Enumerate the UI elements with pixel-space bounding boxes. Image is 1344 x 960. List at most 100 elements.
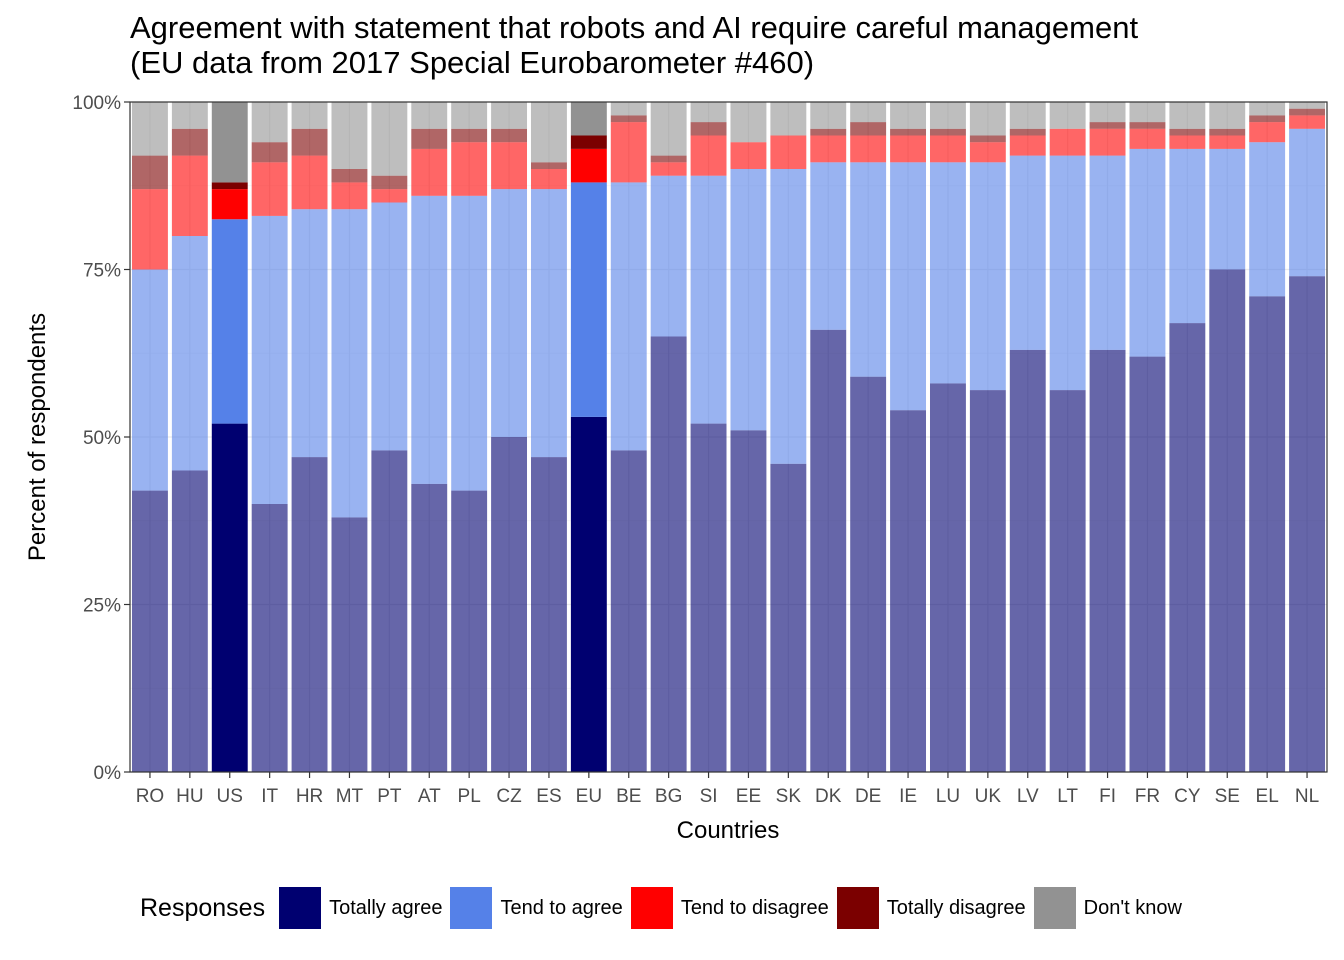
- bar-segment-nl-totally-agree: [1289, 276, 1326, 772]
- bar-segment-pt-tend-to-disagree: [371, 189, 408, 203]
- x-tick-label-lu: LU: [936, 786, 960, 807]
- bar-segment-ee-tend-to-agree: [730, 169, 767, 431]
- legend: Responses Totally agree Tend to agree Te…: [140, 886, 1190, 930]
- bar-segment-hr-totally-agree: [291, 457, 328, 772]
- x-tick-label-uk: UK: [975, 786, 1002, 807]
- bar-segment-it-don-t-know: [251, 102, 288, 143]
- bar-segment-cz-totally-agree: [491, 437, 528, 772]
- bar-segment-pl-don-t-know: [451, 102, 488, 129]
- bar-segment-eu-don-t-know: [570, 102, 607, 136]
- bar-segment-at-tend-to-agree: [411, 195, 448, 484]
- bar-segment-nl-totally-disagree: [1289, 108, 1326, 116]
- chart-plot: 0% 25% 50% 75% 100% RO HU US IT HR MT PT AT PL CZ ES EU B…: [24, 93, 1328, 844]
- bar-segment-ie-don-t-know: [890, 102, 927, 129]
- bar-segment-fr-totally-disagree: [1129, 122, 1166, 129]
- bar-segment-nl-don-t-know: [1289, 102, 1326, 109]
- y-tick-label: 0%: [94, 763, 122, 784]
- bar-segment-lt-don-t-know: [1049, 102, 1086, 129]
- bar-segment-hu-tend-to-disagree: [171, 155, 208, 236]
- axes: 0% 25% 50% 75% 100% RO HU US IT HR MT PT AT PL CZ ES EU B…: [72, 93, 1319, 807]
- bar-segment-lv-tend-to-disagree: [1009, 135, 1046, 156]
- bar-segment-us-totally-agree: [211, 423, 248, 772]
- x-tick-label-pt: PT: [377, 786, 402, 807]
- bar-segment-se-don-t-know: [1209, 102, 1246, 129]
- bar-segment-hu-don-t-know: [171, 102, 208, 129]
- legend-swatch: [1033, 887, 1076, 929]
- x-tick-label-dk: DK: [815, 786, 842, 807]
- bar-segment-eu-tend-to-agree: [570, 182, 607, 417]
- bar-segment-el-totally-disagree: [1249, 115, 1286, 123]
- x-tick-label-eu: EU: [576, 786, 602, 807]
- bar-segment-be-totally-agree: [610, 450, 647, 772]
- bar-segment-lu-tend-to-disagree: [929, 135, 966, 163]
- bar-segment-uk-totally-agree: [969, 390, 1006, 772]
- legend-item-totally-disagree: Totally disagree: [836, 887, 1026, 929]
- bar-segment-cy-totally-disagree: [1169, 128, 1206, 136]
- x-tick-label-bg: BG: [655, 786, 682, 807]
- bar-segment-si-tend-to-agree: [690, 175, 727, 424]
- legend-label: Totally disagree: [886, 896, 1026, 919]
- bar-segment-lu-totally-agree: [929, 383, 966, 772]
- bar-segment-hr-totally-disagree: [291, 128, 328, 156]
- legend-item-tend-to-disagree: Tend to disagree: [630, 887, 829, 929]
- bar-segment-sk-tend-to-disagree: [770, 135, 807, 169]
- bar-segment-pl-tend-to-disagree: [451, 142, 488, 196]
- legend-swatch: [450, 887, 493, 929]
- bar-segment-de-totally-agree: [850, 376, 887, 772]
- legend-swatch: [279, 887, 322, 929]
- legend-label: Totally agree: [329, 896, 443, 919]
- bar-segment-bg-totally-agree: [650, 336, 687, 772]
- y-tick-label: 75%: [83, 261, 121, 282]
- bar-segment-pt-tend-to-agree: [371, 202, 408, 451]
- x-axis-label: Countries: [677, 817, 780, 844]
- bar-segment-us-don-t-know: [211, 102, 248, 183]
- chart-title: Agreement with statement that robots and…: [130, 10, 1139, 80]
- bar-segment-pl-totally-agree: [451, 490, 488, 772]
- bar-segment-it-totally-agree: [251, 504, 288, 772]
- x-tick-label-cy: CY: [1174, 786, 1201, 807]
- bar-segment-it-tend-to-disagree: [251, 162, 288, 216]
- bar-segment-el-tend-to-agree: [1249, 142, 1286, 297]
- bar-segment-cy-tend-to-agree: [1169, 148, 1206, 324]
- bar-segment-hr-don-t-know: [291, 102, 328, 129]
- bar-segment-eu-totally-disagree: [570, 135, 607, 149]
- bar-segment-si-don-t-know: [690, 102, 727, 123]
- x-tick-label-es: ES: [536, 786, 561, 807]
- legend-label: Tend to disagree: [680, 896, 829, 919]
- legend-label: Don't know: [1083, 896, 1182, 919]
- bar-segment-ro-tend-to-agree: [131, 269, 168, 491]
- bar-segment-lu-totally-disagree: [929, 128, 966, 136]
- bar-segment-fi-totally-agree: [1089, 349, 1126, 772]
- x-tick-label-ee: EE: [736, 786, 761, 807]
- bar-segment-pt-totally-disagree: [371, 175, 408, 190]
- bar-segment-uk-don-t-know: [969, 102, 1006, 136]
- x-tick-label-fi: FI: [1099, 786, 1116, 807]
- y-axis-label: Percent of respondents: [24, 313, 51, 561]
- bar-segment-ie-tend-to-disagree: [890, 135, 927, 163]
- bar-segment-uk-totally-disagree: [969, 135, 1006, 143]
- bar-segment-at-don-t-know: [411, 102, 448, 129]
- bar-segment-bg-tend-to-agree: [650, 175, 687, 337]
- bar-segment-cz-don-t-know: [491, 102, 528, 129]
- bar-segment-es-don-t-know: [530, 102, 567, 163]
- legend-swatch: [836, 887, 879, 929]
- legend-item-totally-agree: Totally agree: [279, 887, 442, 929]
- bars: [131, 102, 1326, 772]
- bar-segment-eu-totally-agree: [570, 416, 607, 772]
- legend-label: Tend to agree: [500, 896, 623, 919]
- x-tick-label-si: SI: [700, 786, 718, 807]
- bar-segment-nl-tend-to-disagree: [1289, 115, 1326, 129]
- bar-segment-cy-don-t-know: [1169, 102, 1206, 129]
- x-tick-label-hu: HU: [176, 786, 203, 807]
- bar-segment-lt-tend-to-disagree: [1049, 128, 1086, 156]
- bar-segment-de-tend-to-agree: [850, 162, 887, 377]
- x-tick-label-ie: IE: [899, 786, 917, 807]
- bar-segment-uk-tend-to-agree: [969, 162, 1006, 391]
- bar-segment-fi-tend-to-agree: [1089, 155, 1126, 350]
- bar-segment-dk-totally-disagree: [810, 128, 847, 136]
- x-tick-label-nl: NL: [1295, 786, 1319, 807]
- bar-segment-hr-tend-to-disagree: [291, 155, 328, 210]
- bar-segment-ro-totally-agree: [131, 490, 168, 772]
- bar-segment-mt-totally-disagree: [331, 169, 368, 183]
- bar-segment-de-don-t-know: [850, 102, 887, 123]
